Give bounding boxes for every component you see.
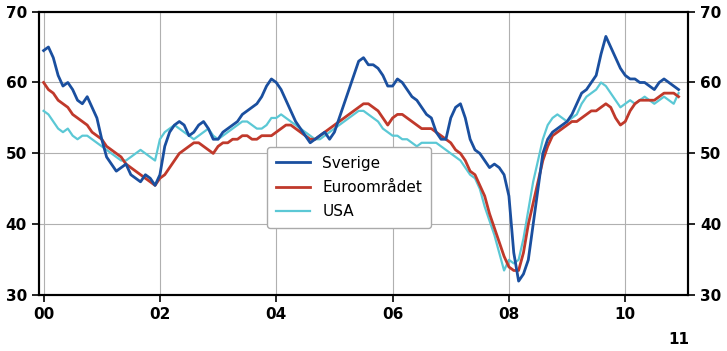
Legend: Sverige, Euroområdet, USA: Sverige, Euroområdet, USA — [268, 147, 431, 228]
Euroområdet — [39, 80, 48, 85]
USA — [674, 91, 683, 95]
Line: Euroområdet: Euroområdet — [44, 82, 678, 271]
Euroområdet — [117, 155, 126, 159]
USA — [597, 80, 606, 85]
Sverige — [117, 166, 126, 170]
Sverige — [514, 279, 523, 283]
Euroområdet — [92, 134, 101, 138]
USA — [117, 158, 126, 163]
Sverige — [252, 102, 261, 106]
Text: 11: 11 — [668, 332, 689, 347]
Sverige — [601, 34, 610, 39]
Sverige — [553, 126, 562, 131]
Sverige — [39, 48, 48, 53]
Euroområdet — [558, 126, 566, 131]
Sverige — [233, 119, 242, 124]
Euroområdet — [553, 130, 562, 134]
Euroområdet — [674, 94, 683, 99]
USA — [252, 126, 261, 131]
Sverige — [92, 116, 101, 120]
USA — [233, 123, 242, 127]
Line: USA: USA — [44, 82, 678, 271]
USA — [499, 269, 508, 273]
USA — [558, 116, 566, 120]
Euroområdet — [233, 137, 242, 141]
Line: Sverige: Sverige — [44, 37, 678, 281]
USA — [39, 109, 48, 113]
Sverige — [558, 123, 566, 127]
USA — [553, 112, 562, 117]
Euroområdet — [510, 269, 518, 273]
Sverige — [674, 87, 683, 92]
Euroområdet — [252, 137, 261, 141]
USA — [92, 141, 101, 145]
